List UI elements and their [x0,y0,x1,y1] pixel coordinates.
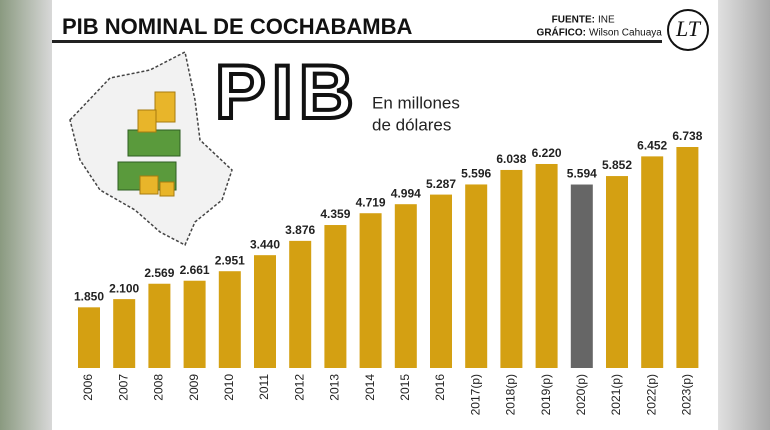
side-blur [718,0,770,430]
x-tick-label: 2022(p) [644,374,658,415]
value-label: 2.661 [180,263,210,277]
x-tick-label: 2015 [398,374,412,401]
value-label: 2.569 [144,266,174,280]
bar [324,225,347,368]
x-tick-label: 2014 [363,374,377,401]
x-tick-label: 2010 [222,374,236,401]
bar [394,204,417,368]
bar [606,176,628,368]
value-label: 2.100 [109,281,139,295]
bar [183,280,206,368]
credit: Wilson Cahuaya [589,28,662,39]
subtitle: En millones [372,93,460,112]
bar [113,299,136,368]
value-label: 6.038 [496,152,526,166]
value-label: 5.594 [567,167,597,181]
side-blur [0,0,52,430]
value-label: 4.719 [356,195,386,209]
bar [359,213,382,368]
coins [137,109,157,133]
x-tick-label: 2018(p) [504,374,518,415]
value-label: 6.220 [532,146,562,160]
coins [139,175,159,195]
bar [676,147,699,368]
x-tick-label: 2021(p) [609,374,623,415]
value-label: 3.876 [285,223,315,237]
logo-ring [667,9,709,51]
logo: LT [675,16,702,41]
bar [465,184,488,368]
value-label: 5.287 [426,177,456,191]
bar [148,283,171,368]
bar [289,240,312,368]
x-tick-label: 2019(p) [539,374,553,415]
chart-title: PIB NOMINAL DE COCHABAMBA [62,14,412,39]
bar [570,184,593,368]
bar [500,169,523,368]
bar [430,194,452,368]
coins [159,181,175,197]
source-label: FUENTE: [552,15,595,26]
source: INE [598,15,615,26]
value-label: 5.852 [602,158,632,172]
x-tick-label: 2013 [328,374,342,401]
value-label: 5.596 [461,167,491,181]
bar [254,255,276,368]
value-label: 4.359 [320,207,350,221]
bar [641,156,664,368]
value-label: 2.951 [215,253,245,267]
bar [78,307,100,368]
bar [218,271,241,368]
value-label: 3.440 [250,237,280,251]
money-stack [127,129,181,157]
x-tick-label: 2011 [257,374,271,400]
bar [535,163,558,368]
x-tick-label: 2017(p) [468,374,482,415]
x-tick-label: 2020(p) [574,374,588,415]
x-tick-label: 2023(p) [680,374,694,415]
coins [154,91,176,123]
value-label: 6.452 [637,139,667,153]
value-label: 6.738 [672,129,702,143]
x-tick-label: 2009 [187,374,201,401]
headline: PIB [215,50,360,135]
value-label: 1.850 [74,289,104,303]
x-tick-label: 2007 [116,374,130,401]
x-tick-label: 2006 [81,374,95,401]
value-label: 4.994 [391,186,421,200]
x-tick-label: 2012 [292,374,306,401]
x-tick-label: 2008 [152,374,166,401]
title-rule [52,40,662,43]
x-tick-label: 2016 [433,374,447,401]
subtitle: de dólares [372,115,451,134]
credit-label: GRÁFICO: [537,26,586,39]
